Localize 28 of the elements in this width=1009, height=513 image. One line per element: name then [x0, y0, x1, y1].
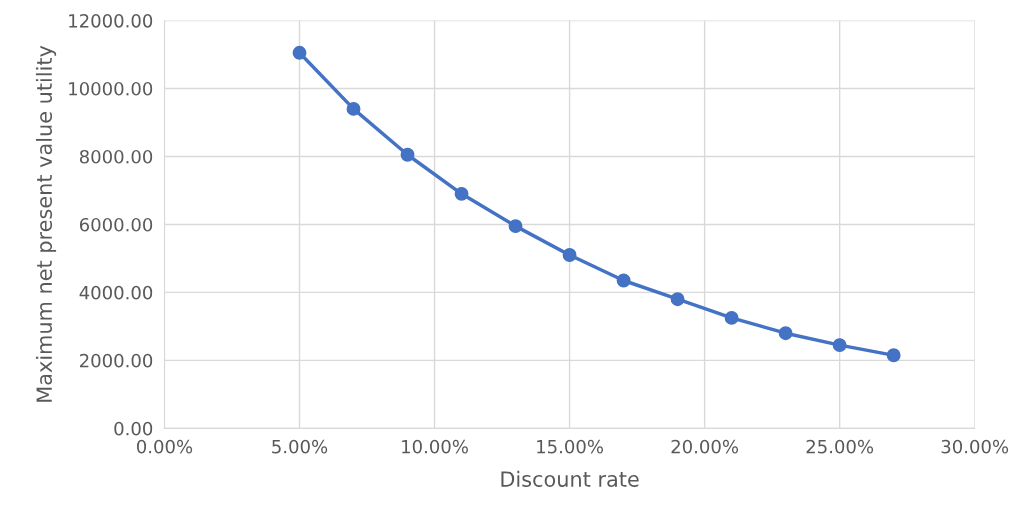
- point: [778, 326, 793, 341]
- y-tick-label: 6000.00: [79, 217, 153, 232]
- y-tick-label: 10000.00: [69, 81, 153, 96]
- point: [292, 45, 307, 60]
- y-tick-label: 12000.00: [69, 13, 153, 28]
- x-tick-label: 0.00%: [136, 439, 193, 454]
- y-tick-label: 8000.00: [79, 149, 153, 164]
- y-axis-title: Maximum net present value utility: [35, 45, 57, 402]
- point: [724, 310, 739, 325]
- y-tick-label: 4000.00: [79, 285, 153, 300]
- x-tick-label: 5.00%: [272, 439, 328, 454]
- point: [562, 248, 577, 262]
- x-tick-label: 25.00%: [806, 439, 874, 454]
- point: [454, 186, 469, 201]
- point: [616, 273, 631, 288]
- x-tick-label: 15.00%: [537, 439, 604, 454]
- y-tick-label: 0.00: [114, 421, 153, 436]
- point: [832, 338, 847, 353]
- point: [670, 292, 685, 307]
- point: [400, 147, 415, 162]
- x-axis-title: Discount rate: [501, 470, 639, 487]
- point: [346, 101, 361, 116]
- y-tick-label: 2000.00: [80, 353, 153, 368]
- x-tick-label: 10.00%: [402, 439, 468, 454]
- x-tick-label: 30.00%: [941, 439, 1009, 454]
- point: [508, 219, 523, 234]
- point: [886, 348, 901, 363]
- x-tick-label: 20.00%: [671, 439, 739, 454]
